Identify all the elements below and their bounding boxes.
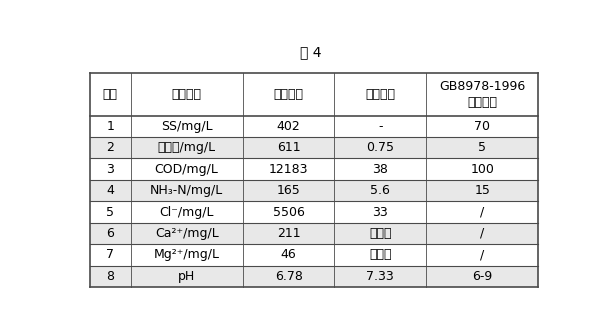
Text: SS/mg/L: SS/mg/L <box>161 120 213 133</box>
Bar <box>90 180 538 201</box>
Text: 3: 3 <box>106 163 114 176</box>
Text: 6.78: 6.78 <box>275 270 302 283</box>
Text: 5.6: 5.6 <box>370 184 390 197</box>
Text: 7.33: 7.33 <box>367 270 395 283</box>
Text: 未检出: 未检出 <box>369 227 391 240</box>
Text: 12183: 12183 <box>269 163 308 176</box>
Text: 5506: 5506 <box>273 206 305 218</box>
Text: 402: 402 <box>277 120 301 133</box>
Text: 8: 8 <box>106 270 114 283</box>
Bar <box>90 116 538 137</box>
Text: /: / <box>480 227 484 240</box>
Text: 2: 2 <box>106 141 114 154</box>
Bar <box>90 244 538 265</box>
Text: 6: 6 <box>106 227 114 240</box>
Text: 5: 5 <box>106 206 114 218</box>
Text: 4: 4 <box>106 184 114 197</box>
Text: 1: 1 <box>106 120 114 133</box>
Text: 序号: 序号 <box>103 88 118 101</box>
Bar <box>90 159 538 180</box>
Text: Cl⁻/mg/L: Cl⁻/mg/L <box>159 206 214 218</box>
Bar <box>90 223 538 244</box>
Text: GB8978-1996
一级标准: GB8978-1996 一级标准 <box>439 80 525 109</box>
Text: 5: 5 <box>478 141 486 154</box>
Text: 38: 38 <box>373 163 388 176</box>
Text: 15: 15 <box>474 184 490 197</box>
Text: 211: 211 <box>277 227 301 240</box>
Text: 未检出: 未检出 <box>369 248 391 261</box>
Text: 项目名称: 项目名称 <box>171 88 202 101</box>
Text: Ca²⁺/mg/L: Ca²⁺/mg/L <box>155 227 219 240</box>
Text: -: - <box>378 120 382 133</box>
Text: 70: 70 <box>474 120 490 133</box>
Text: 611: 611 <box>277 141 301 154</box>
Text: 0.75: 0.75 <box>367 141 395 154</box>
Text: pH: pH <box>178 270 195 283</box>
Bar <box>90 137 538 159</box>
Text: 6-9: 6-9 <box>472 270 493 283</box>
Text: 7: 7 <box>106 248 114 261</box>
Bar <box>90 73 538 116</box>
Text: /: / <box>480 206 484 218</box>
Text: 表 4: 表 4 <box>300 45 321 60</box>
Text: 46: 46 <box>281 248 296 261</box>
Text: /: / <box>480 248 484 261</box>
Text: Mg²⁺/mg/L: Mg²⁺/mg/L <box>154 248 220 261</box>
Text: 进水水质: 进水水质 <box>274 88 304 101</box>
Bar <box>90 265 538 287</box>
Text: COD/mg/L: COD/mg/L <box>155 163 219 176</box>
Text: NH₃-N/mg/L: NH₃-N/mg/L <box>150 184 223 197</box>
Text: 165: 165 <box>277 184 301 197</box>
Text: 100: 100 <box>470 163 494 176</box>
Bar <box>90 201 538 223</box>
Text: 出水水质: 出水水质 <box>365 88 395 101</box>
Text: 33: 33 <box>373 206 388 218</box>
Text: 石油类/mg/L: 石油类/mg/L <box>158 141 216 154</box>
